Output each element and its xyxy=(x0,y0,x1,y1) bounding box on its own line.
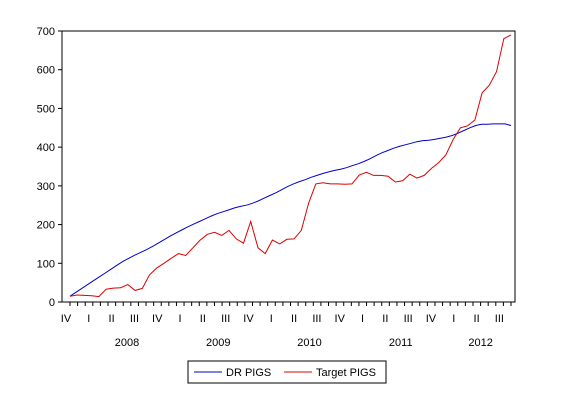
x-quarter-label: II xyxy=(109,313,115,325)
x-quarter-label: II xyxy=(474,313,480,325)
x-quarter-label: III xyxy=(404,313,413,325)
x-year-label: 2009 xyxy=(206,337,230,349)
x-quarter-label: I xyxy=(361,313,364,325)
x-quarter-label: IV xyxy=(243,313,254,325)
x-quarter-label: I xyxy=(270,313,273,325)
x-quarter-label: I xyxy=(179,313,182,325)
x-year-label: 2011 xyxy=(389,337,413,349)
y-tick-label: 600 xyxy=(37,65,55,77)
x-quarter-label: IV xyxy=(61,313,72,325)
x-year-label: 2012 xyxy=(468,337,492,349)
x-year-label: 2010 xyxy=(297,337,321,349)
x-quarter-label: II xyxy=(200,313,206,325)
x-quarter-label: II xyxy=(382,313,388,325)
x-quarter-label: II xyxy=(291,313,297,325)
y-tick-label: 0 xyxy=(49,297,55,309)
x-quarter-label: III xyxy=(312,313,321,325)
x-quarter-label: IV xyxy=(426,313,437,325)
plot-border xyxy=(61,30,516,303)
y-tick-label: 500 xyxy=(37,103,55,115)
y-tick-label: 200 xyxy=(37,220,55,232)
y-tick-label: 300 xyxy=(37,181,55,193)
y-tick-label: 100 xyxy=(37,258,55,270)
x-quarter-label: III xyxy=(221,313,230,325)
x-quarter-label: IV xyxy=(335,313,346,325)
series-line-dr-pigs xyxy=(69,123,512,297)
x-quarter-label: III xyxy=(130,313,139,325)
series-line-target-pigs xyxy=(69,34,512,298)
x-year-label: 2008 xyxy=(115,337,139,349)
y-tick-label: 400 xyxy=(37,142,55,154)
x-quarter-label: IV xyxy=(152,313,163,325)
x-quarter-label: I xyxy=(87,313,90,325)
x-quarter-label: I xyxy=(452,313,455,325)
y-tick-label: 700 xyxy=(37,26,55,38)
x-quarter-label: III xyxy=(495,313,504,325)
legend-label: Target PIGS xyxy=(316,367,376,379)
legend-label: DR PIGS xyxy=(226,367,271,379)
